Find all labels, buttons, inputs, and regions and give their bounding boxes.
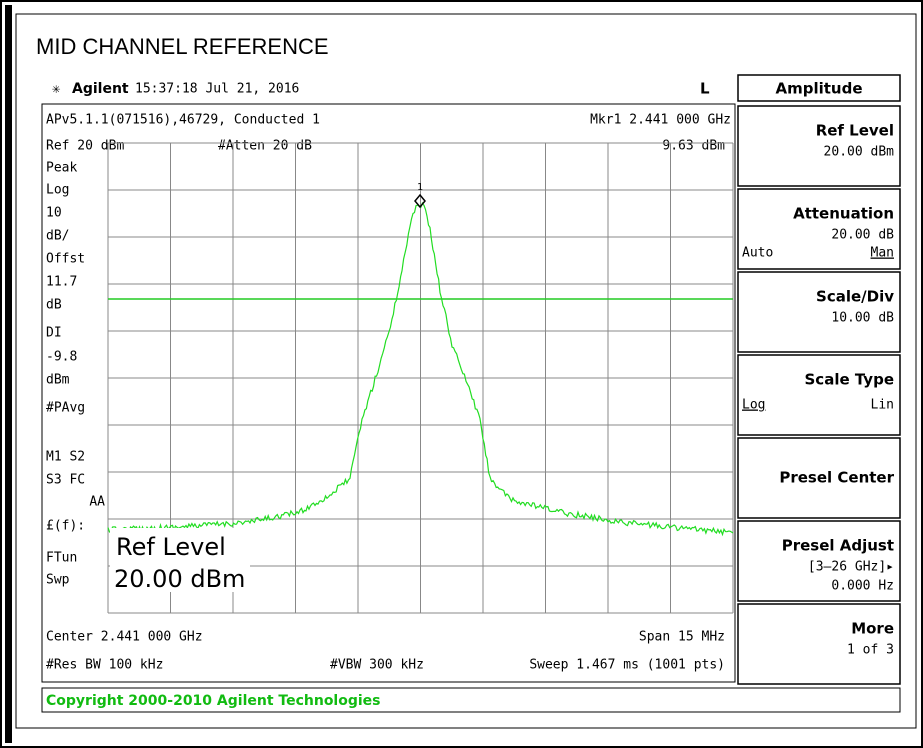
side-label: 10: [46, 206, 62, 221]
active-value: 20.00 dBm: [114, 565, 245, 593]
marker-value: 9.63 dBm: [662, 139, 725, 154]
side-label: Peak: [46, 161, 77, 176]
side-label: 11.7: [46, 275, 77, 290]
rbw: #Res BW 100 kHz: [46, 658, 163, 673]
brand: Agilent: [72, 81, 129, 97]
softkey[interactable]: [737, 188, 901, 270]
vbw: #VBW 300 kHz: [330, 658, 424, 673]
side-label: M1 S2: [46, 450, 85, 465]
graticule: [107, 142, 734, 614]
softkey[interactable]: [737, 354, 901, 436]
time: 15:37:18 Jul 21, 2016: [135, 82, 299, 97]
side-label: AA: [89, 495, 105, 510]
softkey-option: Auto: [742, 246, 773, 261]
center: Center 2.441 000 GHz: [46, 630, 203, 645]
menu-title: Amplitude: [775, 80, 862, 98]
side-label: £(f):: [46, 519, 85, 534]
softkey-option: Lin: [871, 398, 894, 413]
softkey-value: 10.00 dB: [831, 311, 894, 326]
menu-title-box: [737, 74, 901, 102]
softkey[interactable]: [737, 603, 901, 685]
marker-symbol: [414, 193, 426, 209]
side-label: DI: [46, 326, 62, 341]
softkey-value: 0.000 Hz: [831, 579, 894, 594]
ref: Ref 20 dBm: [46, 139, 124, 154]
side-label: #PAvg: [46, 401, 85, 416]
icon: ✳: [52, 81, 61, 97]
softkey-value: 20.00 dB: [831, 228, 894, 243]
status-bar: [41, 687, 901, 713]
softkey-option: Log: [742, 398, 765, 413]
left-bar: [5, 5, 12, 743]
status: Copyright 2000-2010 Agilent Technologies: [46, 693, 381, 709]
softkey-label: Presel Center: [779, 469, 894, 487]
softkey-label: Presel Adjust: [782, 537, 894, 555]
side-label: dBm: [46, 373, 70, 388]
marker: Mkr1 2.441 000 GHz: [590, 113, 731, 128]
atten: #Atten 20 dB: [218, 139, 312, 154]
side-label: Log: [46, 183, 69, 198]
softkey-value: [3–26 GHz]▸: [808, 560, 894, 575]
side-label: Offst: [46, 252, 85, 267]
softkey[interactable]: [737, 437, 901, 519]
softkey[interactable]: [737, 105, 901, 187]
softkey[interactable]: [737, 520, 901, 602]
active-box: [110, 528, 250, 592]
softkey-label: Scale Type: [805, 371, 895, 389]
side-label: -9.8: [46, 350, 77, 365]
side-labels: Peak Log 10 dB/Offst 11.7 dB DI -9.8 dBm #PAvg M1 …: [46, 161, 105, 588]
side-label: S3 FC: [46, 473, 85, 488]
softkey-value: 1 of 3: [847, 643, 894, 658]
side-label: FTun: [46, 551, 77, 566]
title: MID CHANNEL REFERENCE: [36, 34, 329, 59]
sweep: Sweep 1.467 ms (1001 pts): [529, 658, 725, 673]
softkey-label: More: [851, 620, 894, 638]
softkey-option: Man: [871, 246, 894, 261]
screen: [41, 103, 736, 683]
marker-number: 1: [417, 182, 423, 193]
softkeys: Ref Level 20.00 dBm Attenuation 20.00 dB Aut…: [737, 105, 901, 685]
softkey-value: 20.00 dBm: [824, 145, 895, 160]
softkey[interactable]: [737, 271, 901, 353]
softkey-label: Attenuation: [793, 205, 894, 223]
softkey-label: Ref Level: [816, 122, 894, 140]
active-function: Ref Level: [116, 533, 226, 561]
inner-frame: [15, 13, 917, 729]
side-label: dB/: [46, 229, 69, 244]
span: Span 15 MHz: [639, 630, 725, 645]
side-label: dB: [46, 298, 62, 313]
softkey-label: Scale/Div: [816, 288, 894, 306]
top-left: APv5.1.1(071516),46729, Conducted 1: [46, 113, 320, 128]
mode: L: [700, 80, 710, 98]
side-label: Swp: [46, 573, 70, 588]
